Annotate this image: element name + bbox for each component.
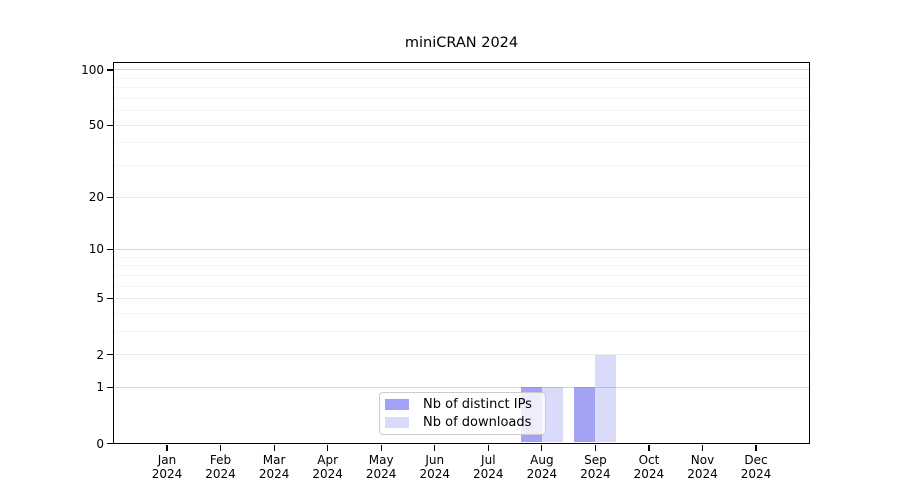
y-axis-tick-label: 2 <box>96 347 104 362</box>
x-axis-tick-label: Jan 2024 <box>151 452 183 482</box>
y-axis-tick-label: 20 <box>88 190 104 205</box>
x-axis-tick-label: Feb 2024 <box>205 452 236 482</box>
x-axis-tick-label: Sep 2024 <box>580 452 611 482</box>
gridline-minor <box>113 274 810 276</box>
gridline-major <box>113 354 810 356</box>
x-axis-tick <box>327 444 329 451</box>
x-axis-tick <box>219 444 222 451</box>
y-axis-tick <box>106 353 113 356</box>
legend-label-distinct-ips: Nb of distinct IPs <box>423 396 532 412</box>
x-axis-tick <box>487 444 489 451</box>
x-axis-tick <box>434 444 436 451</box>
y-axis-tick <box>106 297 113 300</box>
x-axis-tick <box>701 444 704 451</box>
gridline-minor <box>113 110 810 112</box>
x-axis-tick-label: Jun 2024 <box>419 452 451 482</box>
x-axis-tick-label: Mar 2024 <box>258 452 290 482</box>
y-axis-tick <box>106 442 113 445</box>
y-axis-tick-label: 10 <box>88 242 104 257</box>
x-axis-tick <box>755 444 757 451</box>
gridline-major <box>113 69 810 71</box>
y-axis-tick <box>106 248 113 251</box>
x-axis-tick <box>594 444 596 451</box>
x-axis-tick <box>541 444 543 451</box>
y-axis-tick <box>106 124 113 126</box>
y-axis-tick <box>106 386 113 388</box>
x-axis-tick <box>273 444 275 451</box>
x-axis-tick <box>166 444 168 451</box>
y-axis-tick-label: 0 <box>96 436 104 451</box>
legend-item-distinct-ips: Nb of distinct IPs <box>385 397 545 412</box>
gridline-major <box>113 196 810 198</box>
gridline-minor <box>113 312 810 314</box>
gridline-major <box>113 386 810 388</box>
y-axis-tick-label: 50 <box>88 118 104 133</box>
gridline-major <box>113 248 810 250</box>
x-axis-tick-label: Dec 2024 <box>740 452 772 482</box>
x-axis-tick-label: May 2024 <box>365 452 397 482</box>
legend-item-downloads: Nb of downloads <box>385 415 545 430</box>
bar-sep-series0 <box>574 387 596 443</box>
gridline-minor <box>113 265 810 267</box>
x-axis-tick-label: Apr 2024 <box>312 452 343 482</box>
y-axis-tick-label: 5 <box>96 291 104 306</box>
gridline-major <box>113 297 810 299</box>
y-axis-tick <box>106 69 113 71</box>
x-axis-tick <box>648 444 650 451</box>
legend-label-downloads: Nb of downloads <box>423 414 532 430</box>
bar-aug-series1 <box>541 387 563 443</box>
gridline-minor <box>113 165 810 167</box>
gridline-minor <box>113 256 810 258</box>
legend-swatch-downloads <box>385 417 409 428</box>
gridline-minor <box>113 142 810 144</box>
gridline-minor <box>113 98 810 100</box>
legend: Nb of distinct IPs Nb of downloads <box>379 391 546 435</box>
y-axis-tick-label: 100 <box>81 62 104 77</box>
x-axis-tick <box>380 444 382 451</box>
x-axis-tick-label: Oct 2024 <box>633 452 665 482</box>
gridline-major <box>113 124 810 126</box>
bar-sep-series1 <box>595 354 617 443</box>
chart-title: miniCRAN 2024 <box>404 35 519 51</box>
x-axis-tick-label: Aug 2024 <box>526 452 558 482</box>
gridline-minor <box>113 285 810 287</box>
gridline-minor <box>113 330 810 332</box>
gridline-minor <box>113 77 810 79</box>
x-axis-tick-label: Nov 2024 <box>687 452 718 482</box>
gridline-minor <box>113 87 810 89</box>
y-axis-tick-label: 1 <box>96 380 104 395</box>
x-axis-tick-label: Jul 2024 <box>473 452 504 482</box>
legend-swatch-distinct-ips <box>385 399 409 410</box>
y-axis-tick <box>106 196 113 198</box>
